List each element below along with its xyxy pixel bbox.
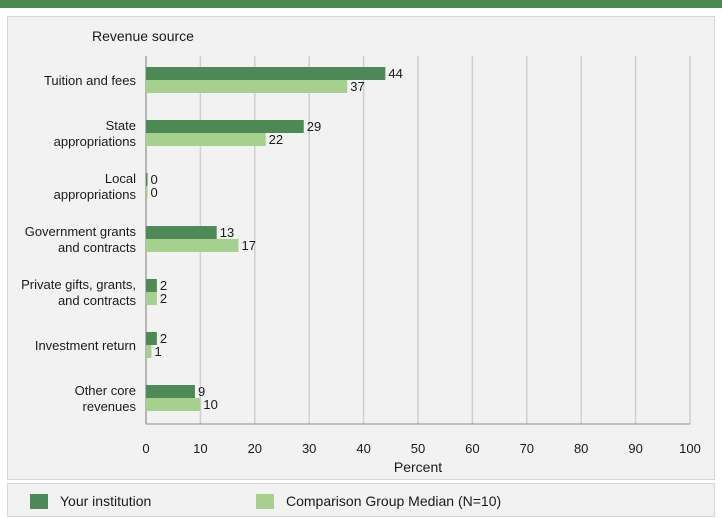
- bar-your-institution: [146, 173, 148, 186]
- category-label: appropriations: [54, 187, 137, 202]
- category-label: and contracts: [58, 240, 137, 255]
- data-label-your-institution: 2: [160, 331, 167, 346]
- bar-comparison-median: [146, 133, 266, 146]
- category-label: Tuition and fees: [44, 73, 137, 88]
- bar-your-institution: [146, 332, 157, 345]
- x-tick-label: 70: [520, 441, 534, 456]
- legend-swatch-comparison-median: [256, 493, 274, 509]
- bar-comparison-median: [146, 292, 157, 305]
- bar-comparison-median: [146, 80, 348, 93]
- bar-your-institution: [146, 226, 217, 239]
- data-label-your-institution: 2: [160, 278, 167, 293]
- data-label-your-institution: 29: [307, 119, 321, 134]
- category-label: Other core: [75, 383, 136, 398]
- legend-swatch-your-institution: [30, 493, 48, 509]
- data-label-your-institution: 0: [151, 172, 158, 187]
- bar-comparison-median: [146, 239, 239, 252]
- x-tick-label: 0: [142, 441, 149, 456]
- x-tick-label: 90: [628, 441, 642, 456]
- x-tick-label: 20: [248, 441, 262, 456]
- data-label-your-institution: 13: [220, 225, 234, 240]
- bar-comparison-median: [146, 398, 201, 411]
- chart-title: Revenue source: [92, 28, 194, 44]
- x-tick-label: 40: [356, 441, 370, 456]
- category-label: Investment return: [35, 338, 136, 353]
- legend: Your institution Comparison Group Median…: [7, 483, 715, 517]
- x-tick-label: 60: [465, 441, 479, 456]
- data-label-comparison-median: 0: [151, 185, 158, 200]
- legend-item-your-institution: Your institution: [30, 484, 151, 518]
- category-label: Government grants: [25, 224, 137, 239]
- data-label-comparison-median: 10: [203, 397, 217, 412]
- category-label: Local: [105, 171, 136, 186]
- data-label-comparison-median: 37: [350, 79, 364, 94]
- data-label-your-institution: 9: [198, 384, 205, 399]
- plot-panel: [7, 16, 715, 480]
- x-tick-label: 100: [679, 441, 701, 456]
- category-label: Private gifts, grants,: [21, 277, 136, 292]
- bar-comparison-median: [146, 186, 148, 199]
- legend-item-comparison-median: Comparison Group Median (N=10): [256, 484, 501, 518]
- x-tick-label: 80: [574, 441, 588, 456]
- legend-label-your-institution: Your institution: [60, 493, 152, 509]
- category-label: and contracts: [58, 293, 137, 308]
- bar-your-institution: [146, 120, 304, 133]
- bar-your-institution: [146, 279, 157, 292]
- data-label-comparison-median: 2: [160, 291, 167, 306]
- x-axis-title: Percent: [394, 459, 442, 475]
- bar-your-institution: [146, 385, 195, 398]
- x-tick-label: 30: [302, 441, 316, 456]
- top-accent-bar: [0, 0, 722, 8]
- data-label-your-institution: 44: [388, 66, 402, 81]
- legend-label-comparison-median: Comparison Group Median (N=10): [286, 493, 502, 509]
- data-label-comparison-median: 17: [241, 238, 255, 253]
- bar-comparison-median: [146, 345, 152, 358]
- category-label: revenues: [83, 399, 137, 414]
- x-tick-label: 50: [411, 441, 425, 456]
- bar-your-institution: [146, 67, 386, 80]
- data-label-comparison-median: 1: [154, 344, 161, 359]
- x-tick-label: 10: [193, 441, 207, 456]
- category-label: State: [106, 118, 136, 133]
- category-label: appropriations: [54, 134, 137, 149]
- data-label-comparison-median: 22: [269, 132, 283, 147]
